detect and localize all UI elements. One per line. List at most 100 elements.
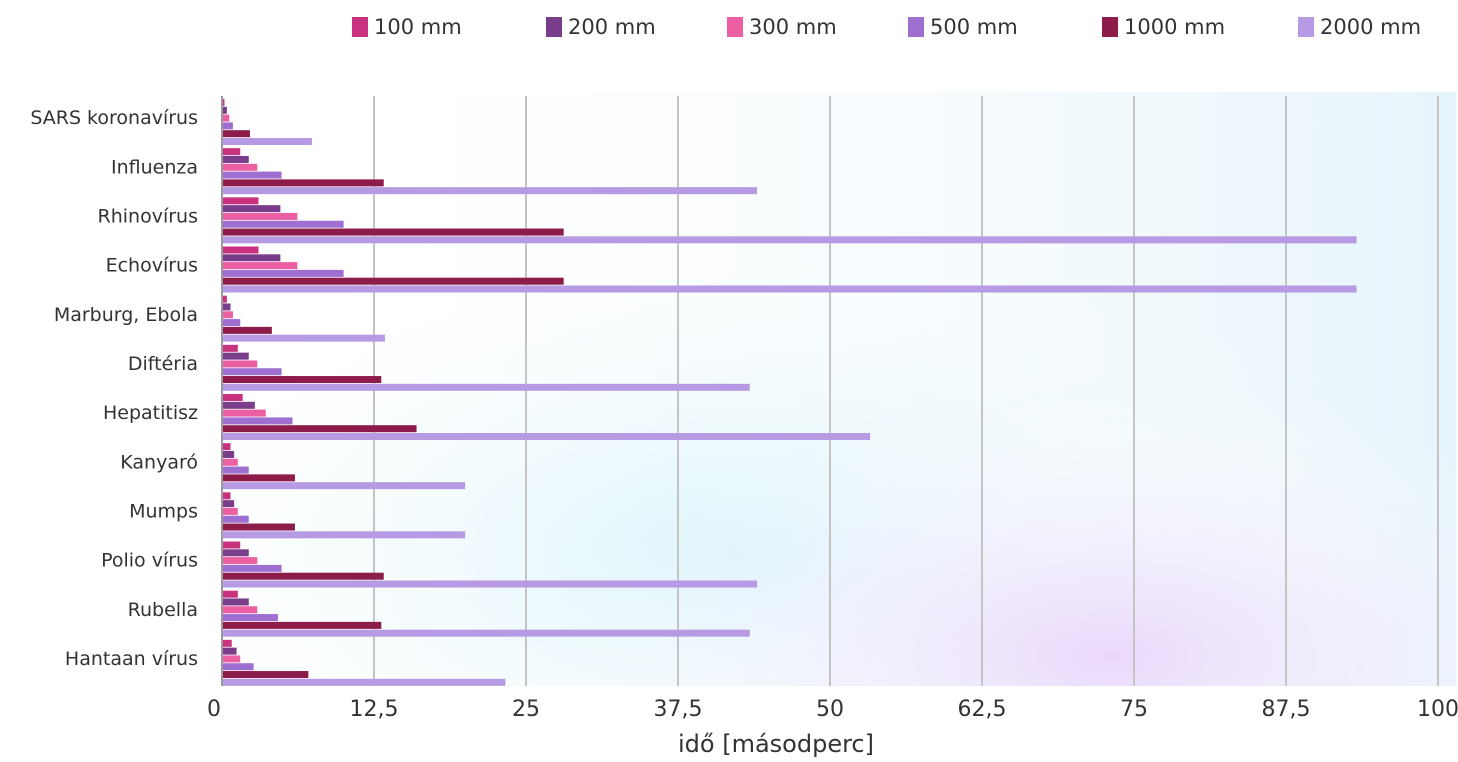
bar: [222, 254, 281, 262]
legend-label: 300 mm: [749, 15, 837, 39]
bar: [222, 606, 258, 614]
bar: [222, 425, 417, 433]
bar: [222, 401, 255, 409]
bar: [222, 572, 384, 580]
bar: [222, 130, 250, 138]
bar: [222, 344, 238, 352]
bar: [222, 311, 233, 319]
bar: [222, 629, 750, 637]
x-tick-label: 37,5: [654, 697, 703, 722]
category-label: Hantaan vírus: [65, 648, 198, 670]
x-axis-title: idő [másodperc]: [678, 730, 874, 758]
bar: [222, 220, 344, 228]
x-tick-label: 12,5: [350, 697, 399, 722]
bar: [222, 523, 295, 531]
bar: [222, 507, 238, 515]
bar: [222, 122, 233, 130]
bar: [222, 295, 227, 303]
x-tick-label: 25: [512, 697, 540, 722]
category-label: Marburg, Ebola: [54, 304, 198, 326]
x-tick-label: 87,5: [1262, 697, 1311, 722]
x-tick-label: 100: [1417, 697, 1458, 722]
bar: [222, 647, 237, 655]
bar: [222, 655, 241, 663]
category-label: Diftéria: [128, 353, 198, 375]
bar: [222, 262, 298, 270]
grid-lines: [373, 96, 1439, 686]
x-tick-label: 62,5: [958, 697, 1007, 722]
bar: [222, 515, 249, 523]
bar: [222, 663, 254, 671]
bar: [222, 531, 466, 539]
bar: [222, 360, 258, 368]
bar: [222, 678, 506, 686]
legend-label: 1000 mm: [1124, 15, 1225, 39]
legend-label: 2000 mm: [1320, 15, 1421, 39]
bar: [222, 639, 232, 647]
category-label: Influenza: [111, 156, 198, 178]
legend: 100 mm 200 mm 300 mm 500 mm 1000 mm 2000 mm: [352, 15, 1421, 39]
bar: [222, 394, 243, 401]
bars: [222, 99, 1357, 686]
bar: [222, 671, 309, 679]
bar: [222, 474, 295, 482]
bar: [222, 466, 249, 474]
category-label: Echovírus: [106, 255, 198, 277]
bar: [222, 285, 1357, 293]
bar: [222, 228, 564, 236]
x-tick-label: 75: [1120, 697, 1148, 722]
bar: [222, 409, 266, 417]
bar: [222, 236, 1357, 244]
bar: [222, 376, 382, 384]
bar: [222, 114, 230, 122]
bar: [222, 138, 312, 145]
bar: [222, 614, 278, 622]
bar: [222, 197, 259, 205]
legend-swatch: [1298, 17, 1314, 37]
bar: [222, 590, 238, 598]
bar: [222, 334, 385, 342]
category-label: Kanyaró: [120, 451, 198, 473]
bar: [222, 106, 227, 114]
bar: [222, 277, 564, 285]
bar: [222, 549, 249, 557]
bar: [222, 482, 466, 490]
bar: [222, 99, 225, 106]
bar: [222, 326, 272, 334]
bar: [222, 269, 344, 277]
bar: [222, 163, 258, 171]
legend-swatch: [908, 17, 924, 37]
legend-swatch: [352, 17, 368, 37]
legend-swatch: [1102, 17, 1118, 37]
x-tick-label: 50: [816, 697, 844, 722]
bar: [222, 319, 241, 327]
bar: [222, 580, 758, 588]
bar: [222, 383, 750, 391]
category-label: Mumps: [129, 500, 198, 522]
bar: [222, 179, 384, 187]
bar: [222, 171, 282, 179]
bar: [222, 148, 241, 156]
bar: [222, 557, 258, 565]
bar: [222, 187, 758, 195]
legend-label: 200 mm: [568, 15, 656, 39]
category-labels: SARS koronavírus Influenza Rhinovírus Echov…: [30, 107, 198, 670]
bar: [222, 621, 382, 629]
legend-label: 500 mm: [930, 15, 1018, 39]
legend-swatch: [546, 17, 562, 37]
category-label: Hepatitisz: [103, 402, 198, 424]
bar: [222, 368, 282, 376]
category-label: Polio vírus: [101, 550, 198, 572]
bar: [222, 500, 235, 508]
bar: [222, 450, 235, 458]
x-tick-label: 0: [207, 697, 221, 722]
bar: [222, 458, 238, 466]
bar: [222, 352, 249, 360]
bar: [222, 303, 231, 311]
bar: [222, 417, 293, 425]
bar: [222, 443, 231, 451]
bar: [222, 212, 298, 220]
x-tick-labels: 0 12,5 25 37,5 50 62,5 75 87,5 100: [207, 697, 1458, 722]
legend-swatch: [727, 17, 743, 37]
category-label: SARS koronavírus: [30, 107, 198, 129]
